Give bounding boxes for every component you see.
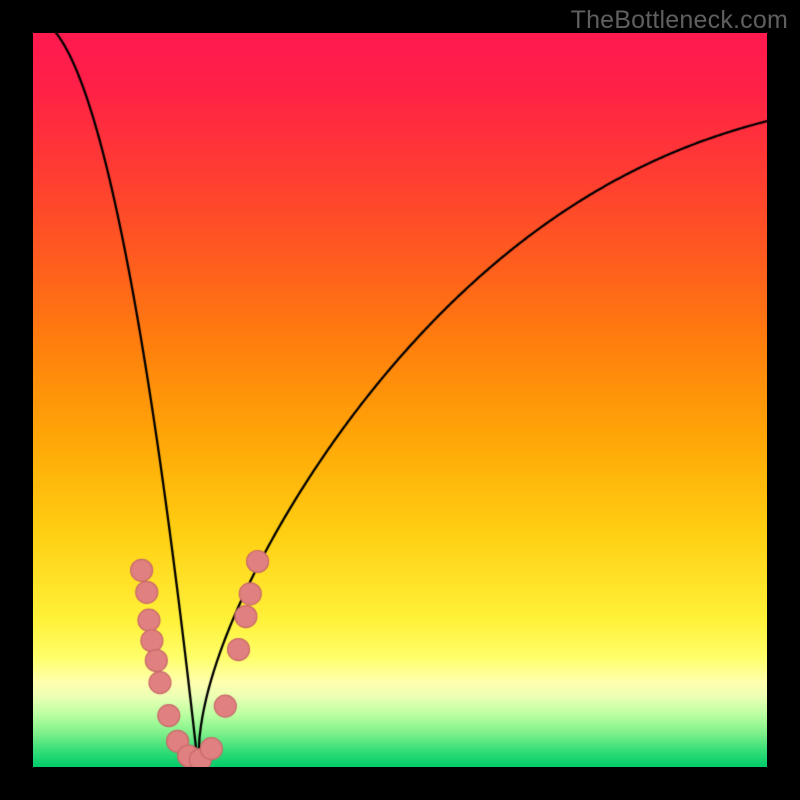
chart-stage: TheBottleneck.com xyxy=(0,0,800,800)
chart-canvas xyxy=(33,33,767,767)
plot-area xyxy=(33,33,767,767)
watermark-text: TheBottleneck.com xyxy=(571,6,788,35)
